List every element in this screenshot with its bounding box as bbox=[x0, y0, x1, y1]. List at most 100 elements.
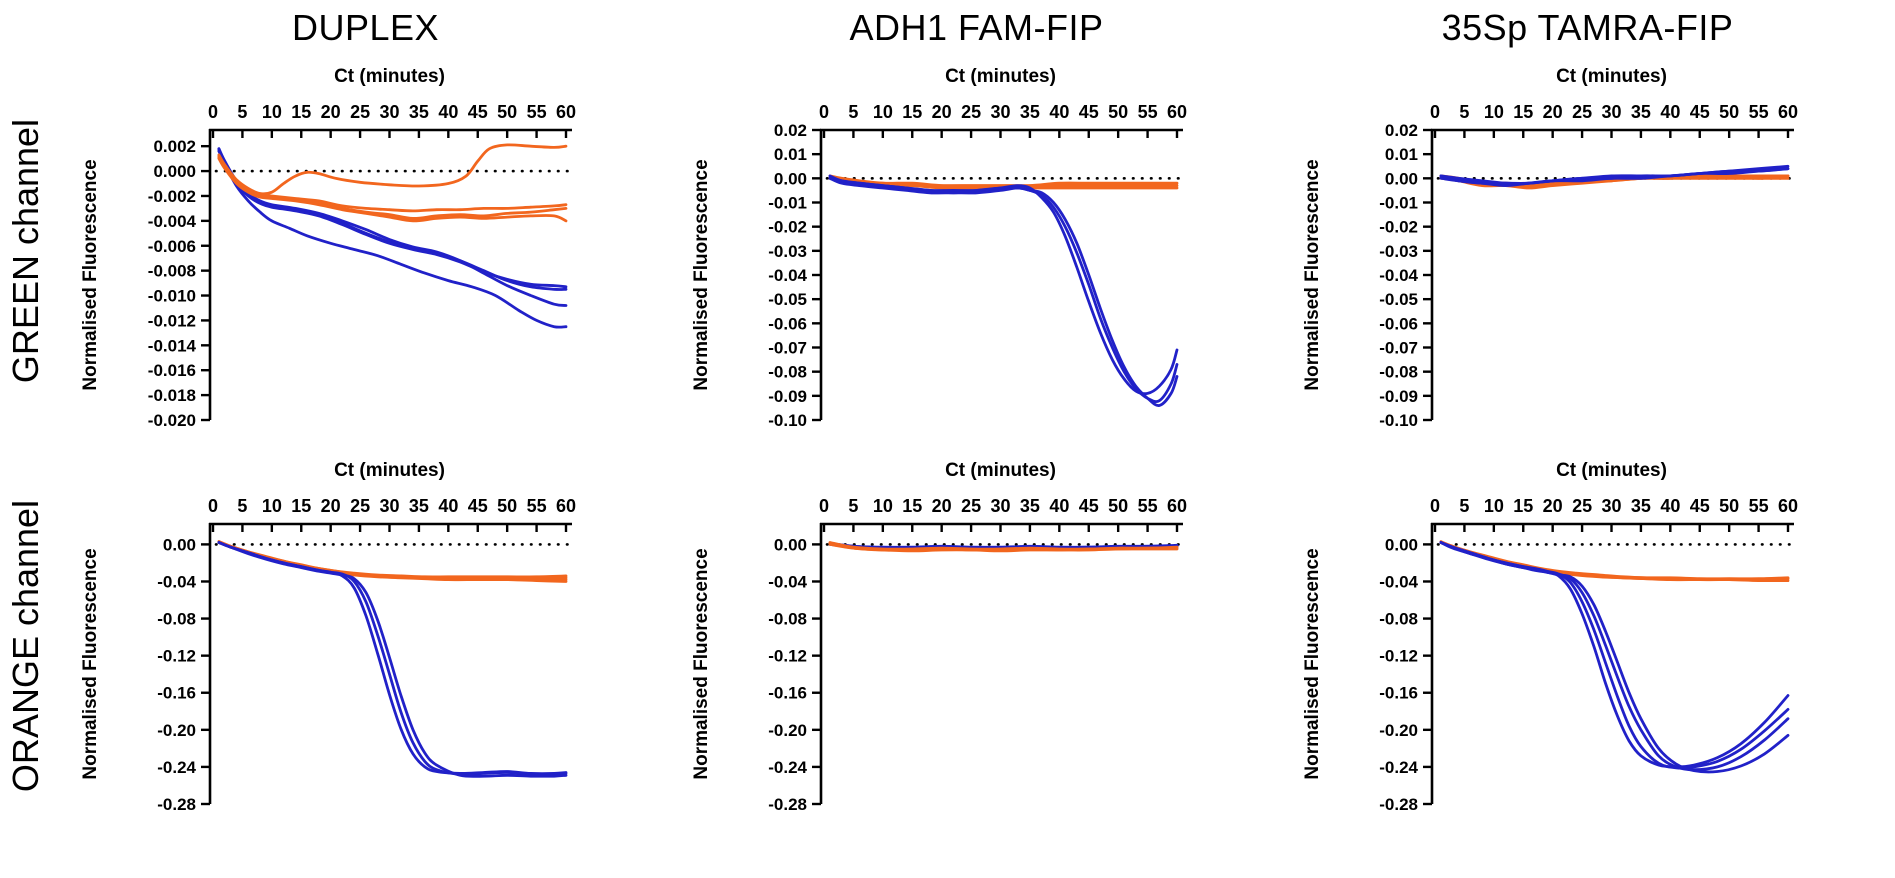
svg-text:-0.020: -0.020 bbox=[148, 411, 196, 430]
svg-text:40: 40 bbox=[1049, 102, 1069, 122]
svg-text:-0.006: -0.006 bbox=[148, 237, 196, 256]
svg-text:60: 60 bbox=[1778, 102, 1798, 122]
svg-text:60: 60 bbox=[1778, 496, 1798, 516]
svg-text:0: 0 bbox=[208, 496, 218, 516]
svg-text:-0.02: -0.02 bbox=[768, 218, 807, 237]
curve-blue bbox=[217, 541, 568, 778]
svg-text:0.00: 0.00 bbox=[1385, 535, 1418, 554]
svg-text:35: 35 bbox=[1020, 496, 1040, 516]
svg-text:40: 40 bbox=[438, 496, 458, 516]
svg-text:-0.07: -0.07 bbox=[768, 339, 807, 358]
svg-text:5: 5 bbox=[848, 102, 858, 122]
svg-text:-0.04: -0.04 bbox=[768, 572, 807, 591]
svg-text:0.02: 0.02 bbox=[774, 121, 807, 140]
curve-orange bbox=[217, 143, 568, 196]
svg-text:60: 60 bbox=[1167, 102, 1187, 122]
svg-text:50: 50 bbox=[497, 102, 517, 122]
svg-text:0.00: 0.00 bbox=[774, 169, 807, 188]
svg-text:-0.008: -0.008 bbox=[148, 262, 196, 281]
column-title-duplex: DUPLEX bbox=[291, 7, 440, 48]
svg-text:Normalised Fluorescence: Normalised Fluorescence bbox=[80, 548, 101, 779]
svg-text:0: 0 bbox=[1430, 496, 1440, 516]
svg-text:Ct (minutes): Ct (minutes) bbox=[1556, 66, 1667, 87]
svg-text:50: 50 bbox=[1719, 102, 1739, 122]
plot-green-duplex: Ct (minutes) Normalised Fluorescence 0 5 10 1… bbox=[80, 66, 576, 430]
svg-text:15: 15 bbox=[291, 102, 311, 122]
svg-text:0.00: 0.00 bbox=[774, 535, 807, 554]
svg-text:20: 20 bbox=[1543, 102, 1563, 122]
svg-text:0.00: 0.00 bbox=[1385, 169, 1418, 188]
svg-text:-0.08: -0.08 bbox=[1379, 363, 1418, 382]
curve-orange bbox=[828, 543, 1179, 553]
svg-text:-0.05: -0.05 bbox=[1379, 290, 1418, 309]
svg-text:60: 60 bbox=[556, 496, 576, 516]
svg-text:30: 30 bbox=[990, 496, 1010, 516]
svg-text:50: 50 bbox=[1719, 496, 1739, 516]
svg-text:50: 50 bbox=[497, 496, 517, 516]
svg-text:35: 35 bbox=[1631, 102, 1651, 122]
svg-text:-0.16: -0.16 bbox=[768, 684, 807, 703]
svg-text:25: 25 bbox=[961, 496, 981, 516]
svg-text:-0.09: -0.09 bbox=[768, 387, 807, 406]
svg-text:0: 0 bbox=[819, 102, 829, 122]
svg-text:25: 25 bbox=[1572, 496, 1592, 516]
svg-text:-0.10: -0.10 bbox=[768, 411, 807, 430]
plot-orange-adh1-fam-fip: Ct (minutes) Normalised Fluorescence 0 5 10 1… bbox=[691, 460, 1187, 814]
svg-text:-0.12: -0.12 bbox=[768, 647, 807, 666]
svg-text:-0.20: -0.20 bbox=[1379, 721, 1418, 740]
svg-text:45: 45 bbox=[468, 102, 488, 122]
plot-orange-35sp-tamra-fip: Ct (minutes) Normalised Fluorescence 0 5 10 1… bbox=[1302, 460, 1798, 814]
svg-text:30: 30 bbox=[1601, 496, 1621, 516]
svg-text:30: 30 bbox=[379, 102, 399, 122]
row-label-orange-channel: ORANGE channel bbox=[0, 446, 52, 846]
svg-text:-0.01: -0.01 bbox=[1379, 194, 1418, 213]
svg-text:35: 35 bbox=[409, 102, 429, 122]
svg-text:55: 55 bbox=[1138, 102, 1158, 122]
svg-text:60: 60 bbox=[556, 102, 576, 122]
svg-text:25: 25 bbox=[1572, 102, 1592, 122]
curve-blue bbox=[828, 176, 1179, 407]
svg-text:-0.28: -0.28 bbox=[1379, 795, 1418, 814]
svg-text:-0.20: -0.20 bbox=[768, 721, 807, 740]
svg-text:55: 55 bbox=[1138, 496, 1158, 516]
svg-text:Ct (minutes): Ct (minutes) bbox=[1556, 460, 1667, 481]
svg-text:0.00: 0.00 bbox=[163, 535, 196, 554]
svg-text:-0.16: -0.16 bbox=[1379, 684, 1418, 703]
svg-text:-0.08: -0.08 bbox=[768, 363, 807, 382]
svg-text:-0.016: -0.016 bbox=[148, 361, 196, 380]
svg-text:Ct (minutes): Ct (minutes) bbox=[334, 460, 445, 481]
svg-text:20: 20 bbox=[321, 102, 341, 122]
svg-text:Ct (minutes): Ct (minutes) bbox=[334, 66, 445, 87]
svg-text:-0.07: -0.07 bbox=[1379, 339, 1418, 358]
svg-text:10: 10 bbox=[873, 496, 893, 516]
curve-orange bbox=[217, 154, 568, 213]
svg-text:55: 55 bbox=[1749, 496, 1769, 516]
svg-text:30: 30 bbox=[990, 102, 1010, 122]
svg-text:-0.16: -0.16 bbox=[157, 684, 196, 703]
svg-text:-0.20: -0.20 bbox=[157, 721, 196, 740]
svg-text:-0.02: -0.02 bbox=[1379, 218, 1418, 237]
svg-text:45: 45 bbox=[1079, 496, 1099, 516]
svg-text:30: 30 bbox=[1601, 102, 1621, 122]
svg-text:-0.12: -0.12 bbox=[1379, 647, 1418, 666]
svg-text:Normalised Fluorescence: Normalised Fluorescence bbox=[691, 548, 712, 779]
row-label-green-channel: GREEN channel bbox=[0, 56, 52, 446]
plot-orange-duplex: Ct (minutes) Normalised Fluorescence 0 5 10 1… bbox=[80, 460, 576, 814]
svg-text:-0.12: -0.12 bbox=[157, 647, 196, 666]
svg-text:-0.04: -0.04 bbox=[1379, 266, 1418, 285]
svg-text:25: 25 bbox=[961, 102, 981, 122]
curve-blue bbox=[1439, 167, 1790, 188]
svg-text:-0.03: -0.03 bbox=[768, 242, 807, 261]
svg-text:0: 0 bbox=[208, 102, 218, 122]
svg-text:35: 35 bbox=[409, 496, 429, 516]
svg-text:-0.05: -0.05 bbox=[768, 290, 807, 309]
svg-text:Normalised Fluorescence: Normalised Fluorescence bbox=[80, 159, 101, 390]
svg-text:10: 10 bbox=[262, 496, 282, 516]
svg-text:-0.28: -0.28 bbox=[768, 795, 807, 814]
svg-text:-0.10: -0.10 bbox=[1379, 411, 1418, 430]
svg-text:10: 10 bbox=[262, 102, 282, 122]
svg-text:20: 20 bbox=[1543, 496, 1563, 516]
svg-text:15: 15 bbox=[1513, 102, 1533, 122]
svg-text:-0.08: -0.08 bbox=[768, 610, 807, 629]
svg-text:0.000: 0.000 bbox=[153, 162, 196, 181]
